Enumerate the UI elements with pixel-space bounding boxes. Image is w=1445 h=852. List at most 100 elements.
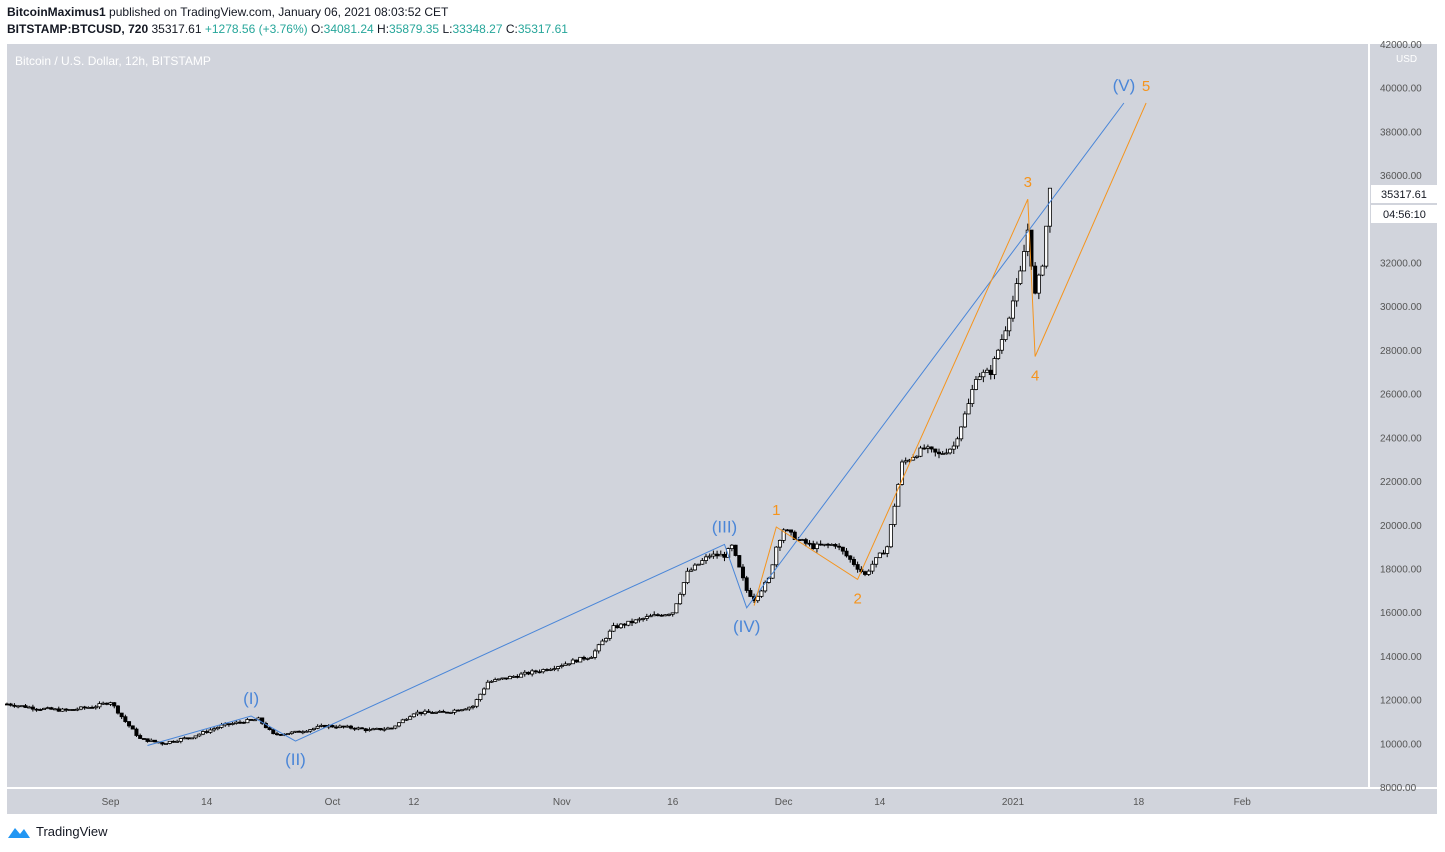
- candle-up: [212, 728, 217, 731]
- candle-down: [933, 448, 938, 453]
- candle-up: [470, 705, 475, 708]
- candle-down: [90, 706, 95, 709]
- candle-up: [437, 710, 442, 713]
- candle-down: [56, 708, 61, 712]
- y-tick-label: 26000.00: [1380, 390, 1422, 401]
- candle-down: [785, 529, 790, 532]
- candle-up: [382, 728, 387, 731]
- candle-up: [1047, 187, 1052, 227]
- candle-up: [985, 369, 990, 373]
- last-price-tag-bg: [1371, 185, 1437, 203]
- wave-label: 3: [1024, 174, 1032, 191]
- candle-up: [585, 657, 590, 660]
- candle-up: [219, 724, 224, 728]
- x-tick-label: 14: [874, 797, 886, 808]
- candle-up: [951, 445, 956, 450]
- close-value: 35317.61: [517, 22, 568, 36]
- candle-up: [781, 529, 786, 541]
- candle-up: [319, 724, 324, 727]
- candle-down: [160, 742, 165, 745]
- tradingview-footer[interactable]: TradingView: [7, 824, 108, 839]
- candle-down: [389, 727, 394, 730]
- candle-up: [434, 711, 439, 714]
- candle-up: [371, 728, 376, 731]
- candle-up: [459, 709, 464, 712]
- candle-up: [41, 707, 46, 710]
- wave-labels-group: (I) (II) (III) (IV) (V) 1 2 3 4 5: [243, 76, 1150, 769]
- candle-up: [1010, 300, 1015, 319]
- candle-down: [271, 729, 276, 735]
- plot-area[interactable]: [7, 44, 1368, 787]
- y-tick-label: 38000.00: [1380, 127, 1422, 138]
- candle-up: [345, 725, 350, 728]
- close-label: C:: [505, 22, 518, 36]
- candle-up: [164, 743, 169, 745]
- candle-down: [23, 705, 28, 708]
- low-value: 33348.27: [452, 22, 503, 36]
- candle-up: [422, 710, 427, 715]
- candle-down: [844, 550, 849, 557]
- candle-up: [981, 371, 986, 378]
- candle-up: [452, 709, 457, 713]
- candle-down: [204, 731, 209, 733]
- y-tick-label: 30000.00: [1380, 302, 1422, 313]
- candle-down: [722, 553, 727, 558]
- candle-up: [93, 706, 98, 709]
- candle-up: [703, 556, 708, 561]
- candle-up: [563, 663, 568, 666]
- candle-down: [363, 728, 368, 732]
- y-tick-label: 42000.00: [1380, 40, 1422, 51]
- candle-up: [304, 730, 309, 733]
- time-axis[interactable]: [7, 789, 1437, 814]
- y-axis-ticks: 8000.00 10000.00 12000.00 14000.00 16000.00 1…: [1380, 40, 1422, 794]
- candle-up: [60, 708, 65, 712]
- candle-up: [999, 339, 1004, 351]
- y-tick-label: 18000.00: [1380, 564, 1422, 575]
- high-label: H:: [377, 22, 390, 36]
- candle-up: [914, 455, 919, 458]
- y-tick-label: 8000.00: [1380, 783, 1417, 794]
- candle-up: [482, 688, 487, 695]
- candle-up: [1014, 283, 1019, 302]
- y-tick-label: 12000.00: [1380, 696, 1422, 707]
- price-axis[interactable]: [1370, 44, 1437, 787]
- candle-up: [589, 656, 594, 659]
- candle-down: [792, 531, 797, 540]
- candle-down: [360, 727, 365, 730]
- y-tick-label: 32000.00: [1380, 259, 1422, 270]
- candle-down: [445, 711, 450, 714]
- candle-up: [182, 737, 187, 740]
- candle-down: [186, 737, 191, 740]
- candle-up: [596, 644, 601, 652]
- candle-up: [644, 616, 649, 619]
- candle-up: [977, 376, 982, 380]
- y-tick-label: 36000.00: [1380, 171, 1422, 182]
- candle-up: [648, 615, 653, 618]
- candle-down: [334, 726, 339, 729]
- candle-up: [1018, 270, 1023, 284]
- candle-up: [400, 719, 405, 724]
- candle-up: [300, 731, 305, 734]
- candle-up: [215, 727, 220, 730]
- candle-up: [175, 740, 180, 743]
- wave-label: (I): [243, 689, 259, 708]
- candle-up: [652, 614, 657, 617]
- candle-up: [626, 620, 631, 626]
- candle-up: [593, 650, 598, 658]
- candle-up: [604, 637, 609, 642]
- candle-down: [803, 539, 808, 544]
- candle-down: [115, 705, 120, 714]
- wave-label: 1: [772, 502, 780, 519]
- candle-up: [230, 723, 235, 725]
- symbol-label: BITSTAMP:BTCUSD, 720: [7, 22, 149, 36]
- author-name[interactable]: BitcoinMaximus1: [7, 5, 106, 19]
- candle-up: [866, 570, 871, 575]
- candle-up: [685, 570, 690, 584]
- candle-up: [1036, 274, 1041, 294]
- x-tick-label: Oct: [325, 797, 341, 808]
- candle-down: [863, 571, 868, 575]
- candle-up: [637, 618, 642, 621]
- candle-down: [341, 725, 346, 728]
- candle-up: [201, 731, 206, 735]
